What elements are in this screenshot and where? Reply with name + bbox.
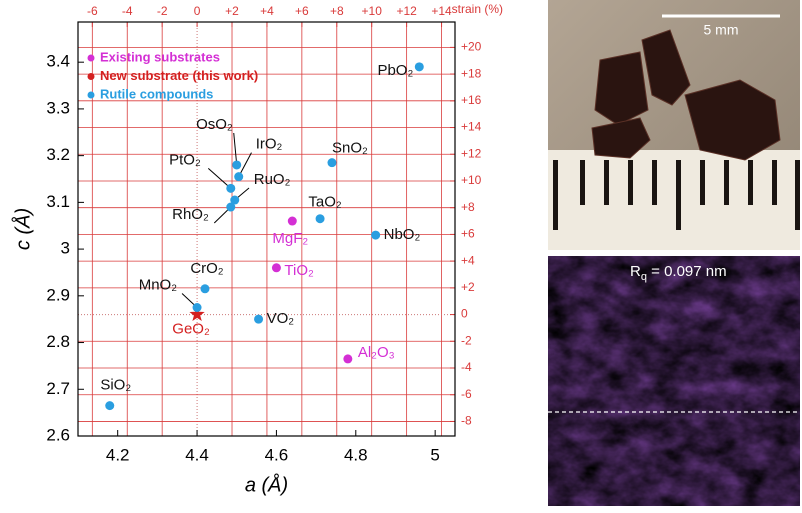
x-tick-label: 4.8	[344, 445, 368, 464]
point	[371, 230, 381, 240]
y-tick-label: 3	[61, 239, 70, 258]
y2-tick-label: +18	[461, 66, 482, 80]
leader-line	[233, 132, 238, 166]
point	[189, 306, 205, 321]
point	[226, 202, 236, 212]
point	[105, 401, 115, 411]
legend-label: New substrate (this work)	[100, 68, 258, 83]
legend-label: Rutile compounds	[100, 86, 213, 101]
point	[234, 172, 244, 182]
symbol: R	[630, 263, 641, 280]
point	[226, 183, 236, 193]
x2-tick-label: +14	[431, 4, 452, 18]
y2-tick-label: +2	[461, 280, 475, 294]
x2-tick-label: +2	[225, 4, 239, 18]
point	[232, 160, 242, 170]
x2-tick-label: +12	[396, 4, 417, 18]
y2-tick-label: +10	[461, 173, 482, 187]
x2-tick-label: -2	[157, 4, 168, 18]
point-label: RuO₂	[254, 171, 291, 188]
legend-marker	[87, 91, 95, 99]
point	[192, 303, 202, 313]
x-tick-label: 4.4	[185, 445, 209, 464]
point-label: MgF₂	[272, 230, 308, 247]
point-label: OsO₂	[196, 116, 233, 133]
subscript: q	[641, 271, 647, 283]
leader-line	[207, 167, 232, 189]
point	[414, 62, 424, 72]
x2-axis-label: strain (%)	[452, 2, 503, 16]
x-tick-label: 5	[430, 445, 439, 464]
point-label: VO₂	[267, 310, 295, 327]
x-axis-label: a (Å)	[245, 473, 288, 496]
x2-tick-label: -4	[122, 4, 133, 18]
value: = 0.097 nm	[647, 263, 727, 280]
y-tick-label: 3.2	[46, 145, 70, 164]
point-label: CrO₂	[190, 260, 223, 277]
scale-bar-label: 5 mm	[704, 22, 739, 38]
point-label: SnO₂	[332, 140, 368, 157]
x2-tick-label: +4	[260, 4, 274, 18]
point-label: GeO₂	[172, 320, 210, 337]
y2-tick-label: -6	[461, 387, 472, 401]
x-tick-label: 4.2	[106, 445, 130, 464]
point-label: TiO₂	[284, 262, 314, 279]
point-label: MnO₂	[139, 276, 178, 293]
point	[287, 216, 297, 226]
point-label: RhO₂	[172, 206, 209, 223]
afm-roughness: Rq = 0.097 nm	[630, 263, 727, 283]
y2-tick-label: +16	[461, 93, 482, 107]
y-tick-label: 3.1	[46, 192, 70, 211]
y2-tick-label: +12	[461, 146, 482, 160]
y-tick-label: 2.8	[46, 332, 70, 351]
x2-tick-label: +8	[330, 4, 344, 18]
y2-tick-label: +8	[461, 200, 475, 214]
legend-label: Existing substrates	[100, 49, 220, 64]
point-label: NbO₂	[384, 226, 421, 243]
y2-tick-label: -2	[461, 333, 472, 347]
x2-tick-label: +6	[295, 4, 309, 18]
crystal-photo: 5 mm	[548, 0, 800, 250]
y2-tick-label: +20	[461, 40, 482, 54]
point-label: PtO₂	[169, 151, 201, 168]
y-tick-label: 2.9	[46, 285, 70, 304]
leader-line	[238, 152, 252, 177]
plot-frame	[77, 21, 456, 437]
y2-tick-label: +6	[461, 227, 475, 241]
scatter-chart: -6 -4 -2 0 +2 +4 +6 +8 +10 +12 +14 -8 -6 -4 -2 0 +2 +4 +6 +…	[11, 2, 503, 496]
point	[271, 263, 281, 273]
x2-tick-label: +10	[362, 4, 383, 18]
point	[200, 284, 210, 294]
y2-tick-label: +4	[461, 253, 475, 267]
point	[254, 314, 264, 324]
legend-marker	[87, 54, 95, 62]
point-label: PbO₂	[377, 62, 413, 79]
y-axis-label: c (Å)	[11, 208, 34, 250]
point-label: SiO₂	[100, 377, 131, 394]
legend-marker	[87, 73, 95, 80]
y-tick-label: 3.3	[46, 98, 70, 117]
x2-tick-label: 0	[194, 4, 201, 18]
point	[230, 195, 240, 205]
y2-tick-label: +14	[461, 120, 482, 134]
y2-tick-label: -4	[461, 360, 472, 374]
afm-image: Rq = 0.097 nm	[548, 256, 800, 506]
x-tick-label: 4.6	[265, 445, 289, 464]
y-tick-label: 2.6	[46, 425, 70, 444]
x2-tick-label: -6	[87, 4, 98, 18]
point	[343, 354, 353, 364]
point	[315, 214, 325, 224]
y2-tick-label: -8	[461, 414, 472, 428]
y-tick-label: 2.7	[46, 379, 70, 398]
point	[327, 158, 337, 168]
point-label: Al₂O₃	[358, 344, 395, 361]
point-label: TaO₂	[308, 194, 342, 211]
y2-tick-label: 0	[461, 307, 468, 321]
point-label: IrO₂	[256, 136, 283, 153]
y-tick-label: 3.4	[46, 52, 70, 71]
